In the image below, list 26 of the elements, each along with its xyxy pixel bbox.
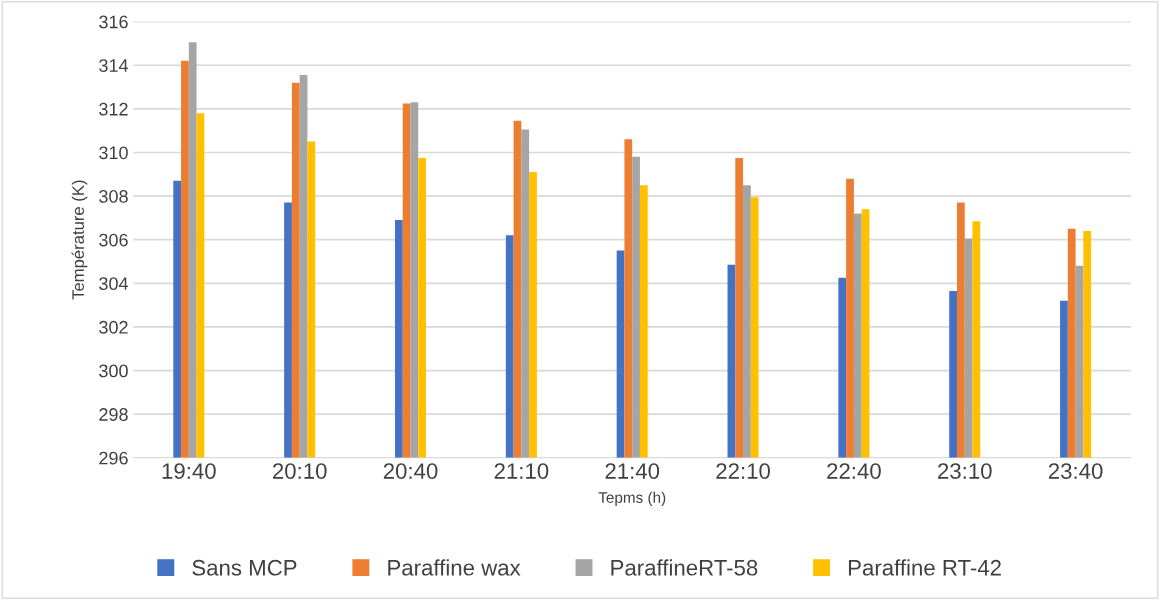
y-tick-label: 310	[99, 146, 128, 160]
legend-label: Paraffine wax	[388, 559, 521, 576]
x-tick-label: 21:40	[605, 463, 660, 479]
x-tick-label: 19:40	[162, 463, 216, 479]
legend-label: Paraffine RT-42	[848, 559, 1001, 576]
y-tick-label: 314	[99, 59, 129, 72]
y-tick-label: 302	[99, 320, 128, 334]
y-tick-label: 298	[99, 408, 128, 421]
y-tick-label: 300	[99, 364, 128, 378]
y-tick-label: 308	[99, 190, 128, 203]
y-tick-label: 304	[99, 277, 129, 291]
y-axis-title: Température (K)	[71, 180, 88, 300]
x-tick-label: 20:10	[272, 463, 327, 479]
x-tick-label: 22:10	[716, 463, 770, 479]
x-tick-label: 20:40	[383, 463, 438, 479]
x-tick-label: 23:10	[938, 463, 992, 479]
legend-label: Sans MCP	[192, 559, 297, 576]
x-axis-title: Tepms (h)	[598, 491, 666, 506]
x-tick-label: 21:10	[494, 463, 549, 479]
y-tick-label: 316	[99, 15, 128, 29]
x-tick-label: 23:40	[1048, 463, 1103, 479]
y-tick-label: 296	[99, 451, 128, 465]
y-tick-label: 306	[99, 233, 128, 247]
y-tick-label: 312	[99, 102, 128, 116]
legend-label: ParaffineRT-58	[611, 559, 758, 576]
x-tick-label: 22:40	[827, 463, 881, 479]
